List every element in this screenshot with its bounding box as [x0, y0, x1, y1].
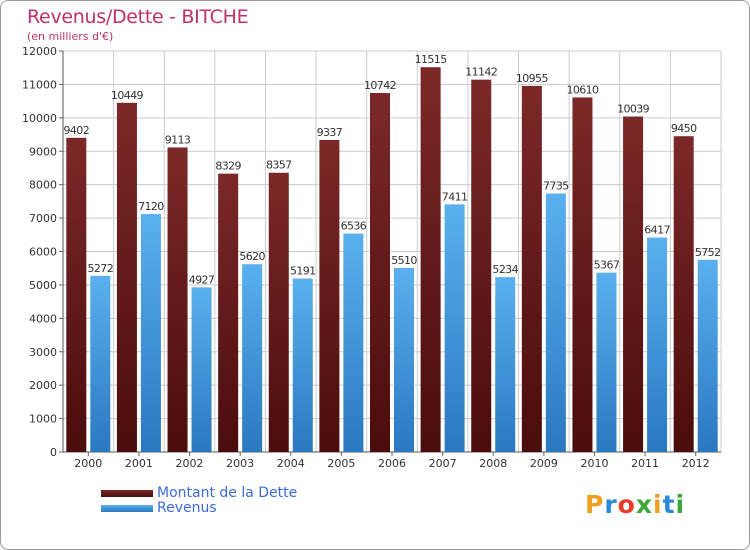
data-label-dette-2002: 9113: [165, 133, 191, 146]
logo-letter: x: [635, 490, 653, 519]
logo-letter: r: [604, 490, 618, 519]
logo-letter: o: [617, 490, 636, 519]
data-label-dette-2007: 11515: [415, 53, 448, 66]
logo-letter: t: [662, 490, 676, 519]
y-tick-label: 12000: [22, 45, 57, 58]
y-tick-label: 5000: [29, 279, 57, 292]
x-tick-label: 2009: [530, 457, 558, 470]
data-label-dette-2005: 9337: [317, 126, 343, 139]
bar-revenus-2009: [545, 193, 566, 452]
x-tick-label: 2000: [74, 457, 102, 470]
bar-revenus-2002: [191, 287, 212, 452]
bar-dette-2001: [116, 102, 137, 452]
bar-revenus-2000: [90, 275, 111, 452]
bars: [66, 67, 718, 453]
bar-revenus-2006: [394, 267, 414, 452]
data-label-dette-2009: 10955: [516, 72, 549, 85]
y-tick-label: 6000: [29, 246, 57, 259]
bar-revenus-2012: [697, 259, 718, 452]
y-tick-label: 1000: [29, 413, 57, 426]
bar-dette-2010: [572, 97, 593, 453]
y-tick-label: 0: [50, 446, 57, 459]
data-label-revenus-2001: 7120: [138, 200, 164, 213]
bar-dette-2006: [370, 93, 390, 452]
x-tick-label: 2012: [682, 457, 710, 470]
data-label-revenus-2003: 5620: [239, 250, 265, 263]
data-label-dette-2003: 8329: [215, 160, 241, 173]
data-label-revenus-2005: 6536: [341, 220, 367, 233]
bar-revenus-2011: [647, 237, 668, 452]
data-label-dette-2006: 10742: [364, 79, 396, 92]
data-label-dette-2008: 11142: [465, 66, 497, 79]
data-label-dette-2011: 10039: [617, 103, 650, 116]
x-tick-label: 2003: [226, 457, 254, 470]
x-tick-label: 2010: [580, 457, 608, 470]
data-label-revenus-2006: 5510: [391, 254, 417, 267]
bar-revenus-2008: [495, 277, 516, 452]
x-tick-label: 2011: [631, 457, 659, 470]
logo-letter: P: [585, 490, 605, 519]
data-labels: 9402 5272 10449 7120 9113 4927 8329 5620 8357 519…: [64, 53, 722, 286]
data-label-dette-2012: 9450: [671, 122, 697, 135]
bar-dette-2002: [167, 147, 188, 452]
proxiti-logo: Proxiti: [585, 490, 685, 519]
chart-title: Revenus/Dette - BITCHE: [27, 6, 249, 28]
data-label-dette-2004: 8357: [266, 159, 292, 172]
y-tick-label: 2000: [29, 379, 57, 392]
y-tick-label: 3000: [29, 346, 57, 359]
y-tick-label: 11000: [22, 78, 57, 91]
legend-swatch-revenus: [101, 505, 153, 512]
data-label-dette-2010: 10610: [566, 83, 599, 96]
x-tick-label: 2004: [277, 457, 305, 470]
data-label-revenus-2008: 5234: [492, 263, 518, 276]
data-label-revenus-2011: 6417: [644, 224, 670, 237]
bar-dette-2000: [66, 137, 87, 452]
bar-revenus-2004: [292, 278, 313, 452]
bar-dette-2009: [521, 85, 542, 453]
data-label-revenus-2010: 5367: [594, 259, 620, 272]
bar-revenus-2003: [242, 264, 263, 452]
bar-revenus-2010: [596, 272, 617, 452]
y-tick-label: 10000: [22, 112, 57, 125]
data-label-revenus-2007: 7411: [442, 190, 468, 203]
x-tick-label: 2005: [327, 457, 355, 470]
bar-dette-2003: [218, 173, 239, 452]
y-tick-label: 9000: [29, 145, 57, 158]
data-label-dette-2001: 10449: [111, 89, 144, 102]
bar-dette-2004: [268, 172, 289, 452]
data-label-revenus-2000: 5272: [88, 262, 114, 275]
legend-swatch-dette: [101, 490, 153, 497]
bar-dette-2007: [420, 67, 441, 452]
legend-label-revenus: Revenus: [157, 500, 217, 516]
legend-label-dette: Montant de la Dette: [157, 485, 298, 501]
bar-dette-2011: [623, 116, 644, 452]
bar-revenus-2007: [444, 204, 465, 452]
bar-revenus-2005: [343, 233, 364, 452]
data-label-revenus-2002: 4927: [189, 273, 215, 286]
x-tick-label: 2008: [479, 457, 507, 470]
x-tick-label: 2001: [125, 457, 153, 470]
logo-letter: i: [653, 490, 663, 519]
bar-dette-2005: [319, 139, 340, 452]
bar-dette-2008: [471, 79, 492, 452]
data-label-revenus-2004: 5191: [290, 265, 316, 278]
y-tick-label: 7000: [29, 212, 57, 225]
data-label-revenus-2012: 5752: [695, 246, 721, 259]
data-label-revenus-2009: 7735: [543, 180, 569, 193]
chart-subtitle: (en milliers d'€): [27, 30, 114, 43]
bar-revenus-2001: [140, 214, 161, 452]
data-label-dette-2000: 9402: [64, 124, 90, 137]
x-tick-label: 2002: [176, 457, 204, 470]
x-tick-label: 2007: [429, 457, 457, 470]
bar-dette-2012: [673, 136, 694, 452]
y-tick-label: 8000: [29, 179, 57, 192]
y-tick-label: 4000: [29, 312, 57, 325]
logo-letter: i: [675, 490, 686, 519]
x-tick-label: 2006: [378, 457, 406, 470]
